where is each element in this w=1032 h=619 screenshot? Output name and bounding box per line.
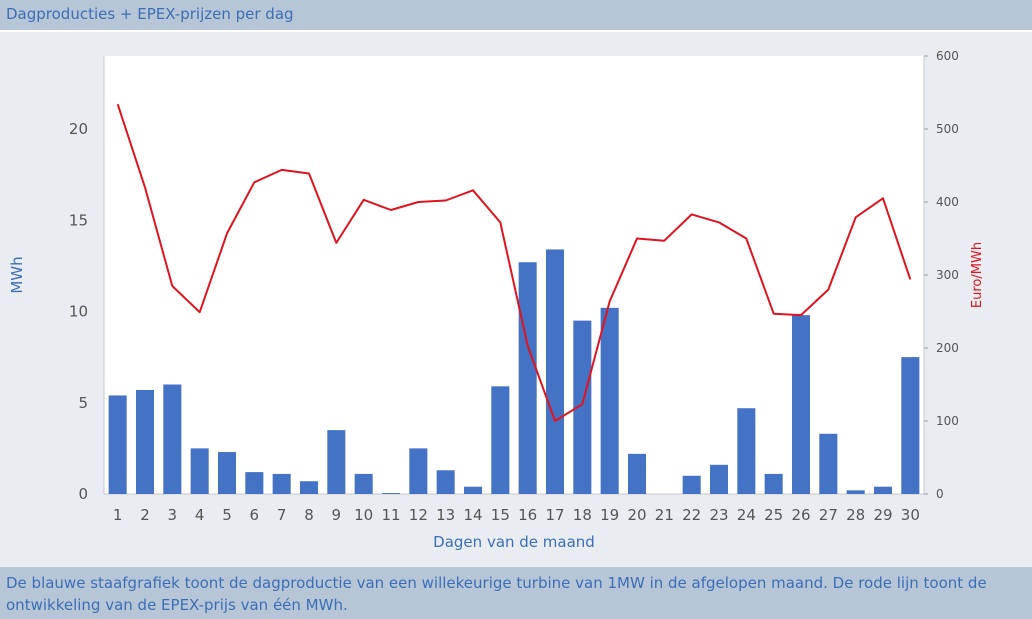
bar-day-22 bbox=[682, 475, 701, 494]
x-axis-title: Dagen van de maand bbox=[433, 533, 595, 551]
y2-tick-label: 200 bbox=[936, 341, 959, 355]
x-tick-label: 10 bbox=[354, 506, 373, 524]
bar-day-16 bbox=[518, 262, 537, 494]
bar-day-1 bbox=[108, 395, 127, 494]
x-tick-label: 26 bbox=[791, 506, 810, 524]
x-tick-label: 1 bbox=[113, 506, 123, 524]
y2-tick-label: 600 bbox=[936, 49, 959, 63]
x-tick-label: 20 bbox=[627, 506, 646, 524]
bar-day-5 bbox=[217, 452, 237, 494]
x-tick-label: 16 bbox=[518, 506, 537, 524]
x-tick-label: 3 bbox=[168, 506, 178, 524]
bar-day-10 bbox=[354, 473, 373, 494]
chart-panel: 1 2 3 4 5 6 7 8 9 10 11 12 13 14 15 16 17 18 19 20 21 22 23 24 2… bbox=[0, 34, 1032, 565]
x-tick-label: 11 bbox=[381, 506, 400, 524]
bar-day-27 bbox=[819, 433, 838, 494]
bar-day-28 bbox=[846, 490, 865, 494]
bar-day-19 bbox=[600, 307, 619, 494]
x-tick-label: 6 bbox=[250, 506, 260, 524]
bar-day-2 bbox=[135, 389, 155, 494]
bar-day-4 bbox=[190, 448, 209, 494]
y-tick-label: 15 bbox=[69, 211, 88, 229]
x-tick-label: 13 bbox=[436, 506, 455, 524]
bar-day-8 bbox=[299, 481, 319, 494]
x-tick-label: 8 bbox=[304, 506, 314, 524]
x-tick-label: 27 bbox=[819, 506, 838, 524]
plot-area bbox=[104, 56, 924, 494]
x-tick-label: 2 bbox=[140, 506, 150, 524]
x-tick-label: 18 bbox=[573, 506, 592, 524]
y2-axis-title: Euro/MWh bbox=[970, 242, 985, 308]
title-bar: Dagproducties + EPEX-prijzen per dag bbox=[0, 0, 1032, 32]
y-tick-label: 5 bbox=[78, 394, 88, 412]
x-tick-label: 19 bbox=[600, 506, 619, 524]
bar-day-24 bbox=[737, 408, 756, 494]
bar-day-9 bbox=[327, 430, 346, 494]
x-tick-label: 28 bbox=[846, 506, 865, 524]
bar-day-26 bbox=[791, 315, 811, 494]
bar-day-7 bbox=[272, 473, 291, 494]
bar-day-23 bbox=[709, 464, 729, 494]
x-tick-label: 22 bbox=[682, 506, 701, 524]
bar-day-12 bbox=[409, 448, 428, 494]
y2-tick-label: 400 bbox=[936, 195, 959, 209]
bar-day-13 bbox=[436, 470, 455, 494]
x-tick-label: 5 bbox=[222, 506, 232, 524]
chart-caption: De blauwe staafgrafiek toont de dagprodu… bbox=[0, 567, 1032, 619]
x-tick-label: 12 bbox=[409, 506, 428, 524]
bar-day-20 bbox=[627, 453, 647, 494]
y-tick-label: 0 bbox=[78, 485, 88, 503]
price-line bbox=[116, 103, 912, 422]
y2-tick-label: 100 bbox=[936, 414, 959, 428]
x-tick-label: 7 bbox=[277, 506, 287, 524]
x-tick-label: 14 bbox=[463, 506, 482, 524]
x-tick-label: 4 bbox=[195, 506, 205, 524]
x-tick-label: 21 bbox=[655, 506, 674, 524]
bar-day-18 bbox=[573, 320, 592, 494]
y2-tick-label: 0 bbox=[936, 487, 944, 501]
combo-chart: 1 2 3 4 5 6 7 8 9 10 11 12 13 14 15 16 17 18 19 20 21 22 23 24 2… bbox=[8, 49, 985, 551]
bar-day-3 bbox=[163, 384, 182, 494]
y-axis-title: MWh bbox=[8, 256, 26, 293]
x-tick-label: 25 bbox=[764, 506, 783, 524]
x-tick-label: 29 bbox=[873, 506, 892, 524]
bar-day-17 bbox=[545, 249, 565, 494]
bar-day-30 bbox=[901, 357, 920, 494]
y2-tick-label: 500 bbox=[936, 122, 959, 136]
bar-day-11 bbox=[381, 493, 401, 494]
bar-day-6 bbox=[245, 472, 264, 494]
bar-day-25 bbox=[764, 473, 783, 494]
y-tick-label: 10 bbox=[69, 303, 88, 321]
x-tick-label: 30 bbox=[901, 506, 920, 524]
bar-day-14 bbox=[463, 486, 483, 494]
x-tick-label: 9 bbox=[332, 506, 342, 524]
bar-day-15 bbox=[491, 386, 510, 494]
x-tick-label: 23 bbox=[709, 506, 728, 524]
x-tick-label: 24 bbox=[737, 506, 756, 524]
bar-day-29 bbox=[873, 486, 893, 494]
chart-title: Dagproducties + EPEX-prijzen per dag bbox=[6, 5, 294, 23]
x-tick-label: 17 bbox=[545, 506, 564, 524]
x-tick-label: 15 bbox=[491, 506, 510, 524]
y-tick-label: 20 bbox=[69, 120, 88, 138]
y2-tick-label: 300 bbox=[936, 268, 959, 282]
